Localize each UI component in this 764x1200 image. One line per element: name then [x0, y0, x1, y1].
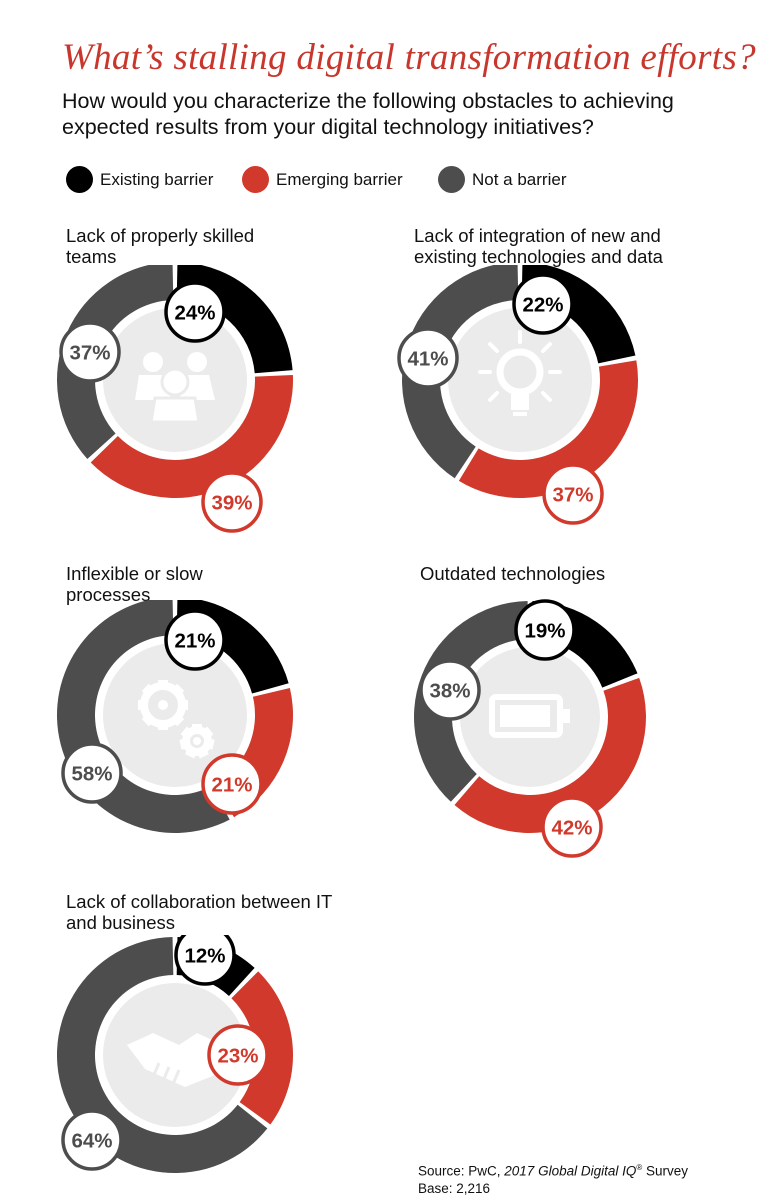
source-note: Source: PwC, 2017 Global Digital IQ® Sur…: [418, 1159, 688, 1197]
value-badge-existing: 12%: [174, 935, 236, 986]
legend-label-not-barrier: Not a barrier: [472, 170, 567, 189]
source-reg-mark: ®: [636, 1163, 643, 1172]
value-badge-emerging: 39%: [201, 471, 263, 533]
value-label-emerging: 23%: [217, 1045, 258, 1068]
value-badge-existing: 24%: [164, 281, 226, 343]
donut-chart-collaboration: 12% 23% 64%: [56, 935, 294, 1174]
donut-segment-emerging: [454, 677, 646, 833]
value-label-not-barrier: 64%: [71, 1130, 112, 1153]
legend-swatch-not-barrier: [438, 166, 465, 193]
donut-segment-not-barrier: [402, 265, 519, 479]
value-label-existing: 19%: [524, 620, 565, 643]
legend-swatch-existing: [66, 166, 93, 193]
donut-segment-not-barrier: [56, 937, 268, 1174]
page-subtitle: How would you characterize the following…: [62, 89, 674, 139]
chart-title-inflexible-processes: Inflexible or slow processes: [66, 563, 203, 605]
page-title: What’s stalling digital transformation e…: [62, 37, 756, 78]
value-badge-not-barrier: 58%: [61, 742, 123, 804]
value-label-not-barrier: 41%: [407, 348, 448, 371]
donut-segment-not-barrier: [57, 265, 174, 459]
value-label-emerging: 21%: [211, 774, 252, 797]
value-badge-existing: 19%: [514, 599, 576, 661]
chart-title-integration: Lack of integration of new and existing …: [414, 225, 663, 267]
value-badge-not-barrier: 38%: [419, 659, 481, 721]
lightbulb-icon: [478, 330, 562, 416]
value-label-not-barrier: 58%: [71, 763, 112, 786]
chart-title-collaboration: Lack of collaboration between IT and bus…: [66, 891, 333, 933]
value-badge-emerging: 21%: [201, 753, 263, 815]
source-suffix: Survey: [642, 1163, 689, 1179]
handshake-icon: [127, 1033, 223, 1087]
donut-center: [448, 308, 592, 452]
value-badge-not-barrier: 64%: [61, 1109, 123, 1171]
value-badge-existing: 21%: [164, 609, 226, 671]
gears-icon: [138, 680, 215, 759]
value-badge-emerging: 42%: [541, 796, 603, 858]
value-label-existing: 21%: [174, 630, 215, 653]
value-badge-existing: 22%: [512, 273, 574, 335]
battery-icon: [489, 694, 570, 738]
value-label-existing: 12%: [184, 945, 225, 968]
value-label-not-barrier: 38%: [429, 680, 470, 703]
donut-segment-emerging: [458, 360, 639, 499]
donut-chart-outdated-tech: 19% 42% 38%: [414, 599, 646, 858]
value-label-emerging: 39%: [211, 492, 252, 515]
chart-title-skilled-teams: Lack of properly skilled teams: [66, 225, 255, 267]
donut-chart-skilled-teams: 24% 39% 37%: [57, 265, 294, 533]
value-badge-emerging: 23%: [207, 1024, 269, 1086]
donut-segment-emerging: [90, 375, 294, 499]
value-label-not-barrier: 37%: [69, 342, 110, 365]
chart-title-outdated-tech: Outdated technologies: [420, 563, 606, 584]
donut-chart-integration: 22% 37% 41%: [397, 265, 639, 525]
value-badge-not-barrier: 41%: [397, 327, 459, 389]
source-prefix: Source: PwC,: [418, 1163, 505, 1179]
team-icon: [135, 352, 215, 424]
donut-segment-not-barrier: [414, 601, 529, 802]
value-label-emerging: 37%: [552, 484, 593, 507]
value-badge-emerging: 37%: [542, 463, 604, 525]
legend-label-emerging: Emerging barrier: [276, 170, 403, 189]
donut-chart-inflexible-processes: 21% 21% 58%: [57, 600, 293, 833]
value-label-emerging: 42%: [551, 817, 592, 840]
value-label-existing: 22%: [522, 294, 563, 317]
legend-swatch-emerging: [242, 166, 269, 193]
value-badge-not-barrier: 37%: [59, 321, 121, 383]
source-report: 2017 Global Digital IQ: [504, 1163, 637, 1179]
legend-label-existing: Existing barrier: [100, 170, 214, 189]
value-label-existing: 24%: [174, 302, 215, 325]
source-base: Base: 2,216: [418, 1180, 491, 1196]
